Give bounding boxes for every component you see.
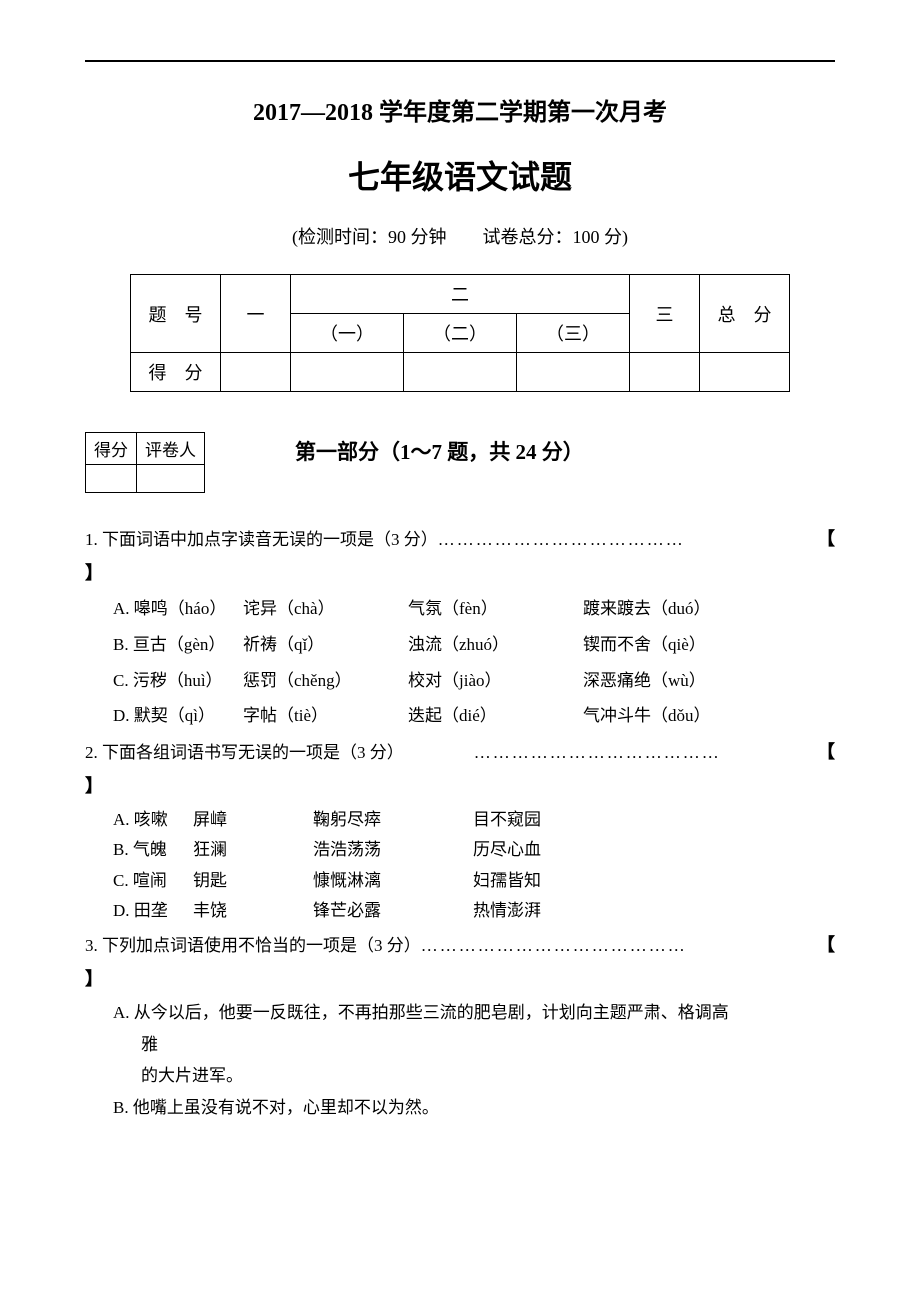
top-rule <box>85 60 835 62</box>
exam-info: (检测时间：90 分钟 试卷总分：100 分) <box>85 223 835 249</box>
question-2: 2. 下面各组词语书写无误的一项是（3 分） ………………………………… 【 】 <box>85 734 835 802</box>
th-part-two: 二 <box>291 275 630 314</box>
exam-period-title: 2017—2018 学年度第二学期第一次月考 <box>85 92 835 127</box>
q2-option-a: A. 咳嗽 屏嶂 鞠躬尽瘁 目不窥园 <box>113 805 835 836</box>
q3-option-a-line2: 雅 <box>141 1029 835 1060</box>
score-summary-table: 题 号 一 二 三 总 分 （一） （二） （三） 得 分 <box>130 274 790 392</box>
q1-stem: 1. 下面词语中加点字读音无误的一项是（3 分） <box>85 523 438 557</box>
th-part-three: 三 <box>630 275 700 353</box>
q1-option-b: B. 亘古（gèn） 祈祷（qǐ） 浊流（zhuó） 锲而不舍（qiè） <box>113 627 835 663</box>
q3-option-a-line1: A. 从今以后，他要一反既往，不再拍那些三流的肥皂剧，计划向主题严肃、格调高 <box>113 997 835 1028</box>
row-score-label: 得 分 <box>131 353 221 392</box>
score-cell-3 <box>630 353 700 392</box>
grader-reviewer-label: 评卷人 <box>137 433 205 465</box>
q1-option-a: A. 嗥鸣（háo） 诧异（chà） 气氛（fèn） 踱来踱去（duó） <box>113 591 835 627</box>
q2-options: A. 咳嗽 屏嶂 鞠躬尽瘁 目不窥园 B. 气魄 狂澜 浩浩荡荡 历尽心血 C.… <box>113 805 835 927</box>
th-part-one: 一 <box>221 275 291 353</box>
open-bracket-icon: 【 <box>817 521 835 557</box>
q3-stem: 3. 下列加点词语使用不恰当的一项是（3 分） <box>85 929 421 963</box>
question-3: 3. 下列加点词语使用不恰当的一项是（3 分） …………………………………… 【… <box>85 927 835 995</box>
th-sub-2-3: （三） <box>517 314 630 353</box>
open-bracket-icon: 【 <box>817 734 835 770</box>
exam-subject-title: 七年级语文试题 <box>85 152 835 198</box>
close-bracket-icon: 】 <box>85 770 835 802</box>
th-total: 总 分 <box>700 275 790 353</box>
question-1: 1. 下面词语中加点字读音无误的一项是（3 分） ………………………………… 【… <box>85 521 835 589</box>
q3-option-b: B. 他嘴上虽没有说不对，心里却不以为然。 <box>113 1092 835 1123</box>
q2-stem: 2. 下面各组词语书写无误的一项是（3 分） <box>85 736 404 770</box>
close-bracket-icon: 】 <box>85 963 835 995</box>
section-1-title: 第一部分（1～7 题，共 24 分） <box>295 436 584 466</box>
q1-option-d: D. 默契（qì） 字帖（tiè） 迭起（dié） 气冲斗牛（dǒu） <box>113 698 835 734</box>
score-cell-total <box>700 353 790 392</box>
q3-dots: …………………………………… <box>421 929 817 963</box>
th-sub-2-2: （二） <box>404 314 517 353</box>
open-bracket-icon: 【 <box>817 927 835 963</box>
score-cell-1 <box>221 353 291 392</box>
q2-dots: ………………………………… <box>474 736 817 770</box>
score-cell-2-2 <box>404 353 517 392</box>
grader-score-cell <box>86 465 137 493</box>
grader-score-label: 得分 <box>86 433 137 465</box>
q2-option-c: C. 喧闹 钥匙 慷慨淋漓 妇孺皆知 <box>113 866 835 897</box>
score-cell-2-1 <box>291 353 404 392</box>
close-bracket-icon: 】 <box>85 557 835 589</box>
q3-option-a-line3: 的大片进军。 <box>141 1060 835 1091</box>
th-sub-2-1: （一） <box>291 314 404 353</box>
q1-dots: ………………………………… <box>438 523 817 557</box>
th-question-number: 题 号 <box>131 275 221 353</box>
q3-options: A. 从今以后，他要一反既往，不再拍那些三流的肥皂剧，计划向主题严肃、格调高 雅… <box>113 997 835 1123</box>
q1-options: A. 嗥鸣（háo） 诧异（chà） 气氛（fèn） 踱来踱去（duó） B. … <box>113 591 835 734</box>
score-cell-2-3 <box>517 353 630 392</box>
q2-option-d: D. 田垄 丰饶 锋芒必露 热情澎湃 <box>113 896 835 927</box>
q1-option-c: C. 污秽（huì） 惩罚（chěng） 校对（jiào） 深恶痛绝（wù） <box>113 663 835 699</box>
grader-reviewer-cell <box>137 465 205 493</box>
grader-table: 得分 评卷人 <box>85 432 205 493</box>
q2-option-b: B. 气魄 狂澜 浩浩荡荡 历尽心血 <box>113 835 835 866</box>
